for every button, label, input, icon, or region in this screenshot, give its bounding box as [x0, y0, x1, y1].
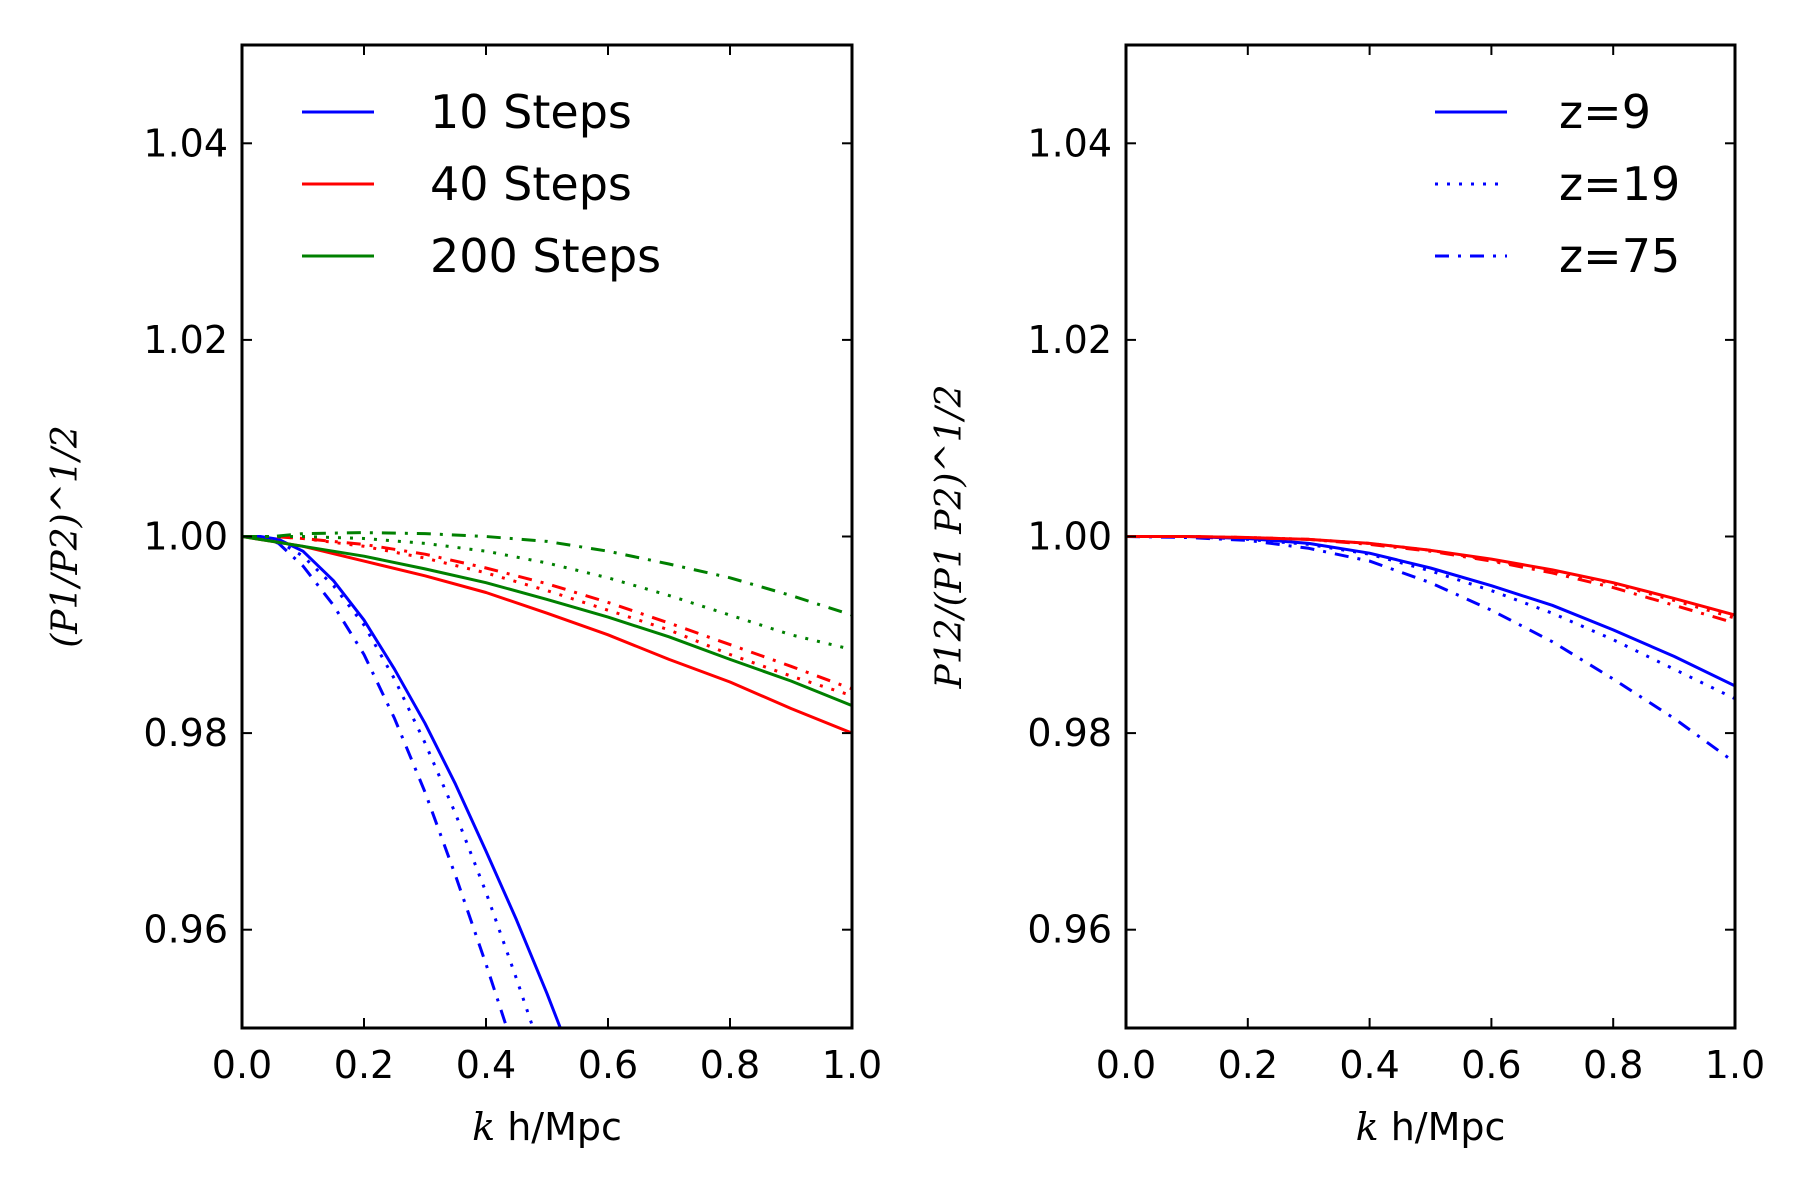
y-tick-label: 0.98: [143, 711, 228, 755]
y-tick-label: 0.96: [143, 908, 228, 952]
x-tick-label: 0.2: [334, 1043, 394, 1087]
legend-label-1: 40 Steps: [430, 157, 632, 211]
y-tick-label: 0.98: [1027, 711, 1112, 755]
legend: z=9 z=19 z=75: [1435, 85, 1680, 283]
x-tick-label: 0.0: [1096, 1043, 1156, 1087]
series-line-8: [242, 531, 852, 617]
legend-label-2: 200 Steps: [430, 229, 661, 283]
series-line-2: [1126, 535, 1735, 764]
series-line-5: [242, 535, 852, 691]
legend-label-2: z=75: [1559, 229, 1680, 283]
series-line-5: [1126, 535, 1735, 625]
right-panel: 0.0 0.2 0.4 0.6 0.8 1.0 0.96 0.98 1.00 1.02 1.04 k …: [929, 43, 1765, 1149]
series-line-0: [1126, 535, 1735, 688]
x-axis-label: k h/Mpc: [1356, 1105, 1506, 1149]
legend: 10 Steps 40 Steps 200 Steps: [302, 85, 661, 283]
x-axis-label: k h/Mpc: [472, 1105, 622, 1149]
legend-label-0: z=9: [1559, 85, 1651, 139]
series-line-4: [242, 535, 852, 698]
y-axis-label: (P1/P2)^1/2: [45, 425, 86, 648]
x-tick-label: 0.2: [1218, 1043, 1278, 1087]
y-tick-label: 1.04: [143, 121, 228, 165]
series-group: [242, 531, 852, 1028]
x-tick-label: 0.4: [456, 1043, 516, 1087]
x-tick-label: 1.0: [822, 1043, 882, 1087]
series-line-3: [1126, 535, 1735, 617]
x-axis-label-symbol: k: [1356, 1105, 1379, 1149]
series-line-6: [242, 535, 852, 707]
legend-label-1: z=19: [1559, 157, 1680, 211]
y-tick-label: 1.04: [1027, 121, 1112, 165]
y-tick-label: 1.02: [143, 318, 228, 362]
left-panel: 0.0 0.2 0.4 0.6 0.8 1.0 0.96 0.98 1.00 1.02 1.04 k …: [45, 43, 882, 1149]
x-axis-label-unit: h/Mpc: [495, 1105, 622, 1149]
x-tick-label: 0.0: [212, 1043, 272, 1087]
y-tick-label: 1.02: [1027, 318, 1112, 362]
x-axis-label-unit: h/Mpc: [1379, 1105, 1506, 1149]
x-tick-label: 0.6: [1461, 1043, 1521, 1087]
y-tick-label: 1.00: [1027, 515, 1112, 559]
x-tick-label: 0.8: [1583, 1043, 1643, 1087]
legend-label-0: 10 Steps: [430, 85, 632, 139]
series-line-0: [242, 535, 615, 1028]
y-tick-label: 0.96: [1027, 908, 1112, 952]
x-axis-label-symbol: k: [472, 1105, 495, 1149]
y-axis-label: P12/(P1 P2)^1/2: [929, 384, 970, 689]
x-tick-label: 1.0: [1705, 1043, 1765, 1087]
series-line-4: [1126, 535, 1735, 620]
x-tick-label: 0.6: [578, 1043, 638, 1087]
series-line-1: [1126, 535, 1735, 701]
series-line-3: [242, 535, 852, 735]
series-group: [1126, 535, 1735, 764]
series-line-1: [242, 535, 602, 1028]
x-tick-label: 0.4: [1339, 1043, 1399, 1087]
y-tick-label: 1.00: [143, 515, 228, 559]
x-tick-label: 0.8: [700, 1043, 760, 1087]
